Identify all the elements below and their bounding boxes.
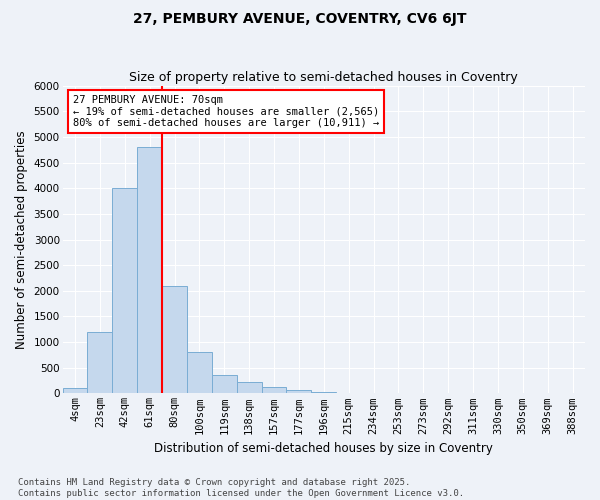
Text: Contains HM Land Registry data © Crown copyright and database right 2025.
Contai: Contains HM Land Registry data © Crown c…	[18, 478, 464, 498]
Bar	[88, 332, 112, 394]
Bar	[62, 388, 88, 394]
Bar	[262, 387, 286, 394]
Bar	[336, 393, 361, 394]
Bar	[187, 352, 212, 394]
X-axis label: Distribution of semi-detached houses by size in Coventry: Distribution of semi-detached houses by …	[154, 442, 493, 455]
Y-axis label: Number of semi-detached properties: Number of semi-detached properties	[15, 130, 28, 349]
Text: 27, PEMBURY AVENUE, COVENTRY, CV6 6JT: 27, PEMBURY AVENUE, COVENTRY, CV6 6JT	[133, 12, 467, 26]
Text: 27 PEMBURY AVENUE: 70sqm
← 19% of semi-detached houses are smaller (2,565)
80% o: 27 PEMBURY AVENUE: 70sqm ← 19% of semi-d…	[73, 95, 379, 128]
Bar	[237, 382, 262, 394]
Bar	[311, 392, 336, 394]
Bar	[137, 147, 162, 394]
Bar	[286, 390, 311, 394]
Bar	[112, 188, 137, 394]
Title: Size of property relative to semi-detached houses in Coventry: Size of property relative to semi-detach…	[130, 72, 518, 85]
Bar	[162, 286, 187, 394]
Bar	[212, 376, 237, 394]
